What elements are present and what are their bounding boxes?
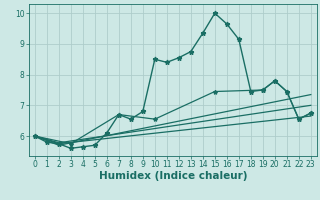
X-axis label: Humidex (Indice chaleur): Humidex (Indice chaleur) [99,171,247,181]
